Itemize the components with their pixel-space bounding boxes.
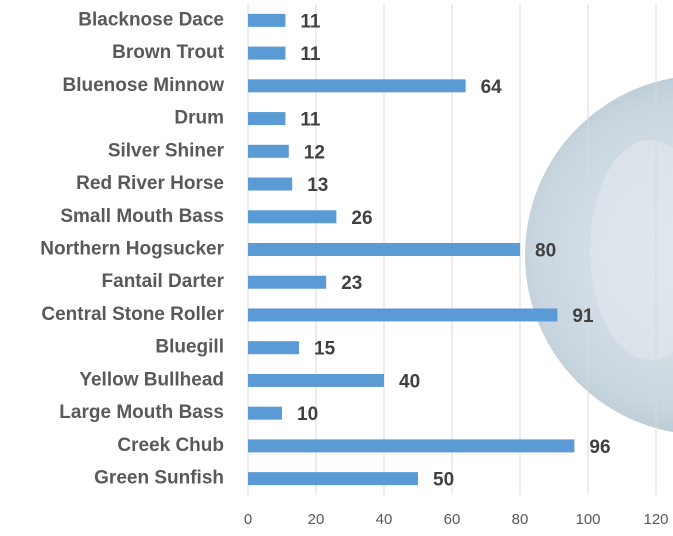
value-label: 50 [433,470,454,491]
value-label: 23 [341,273,362,294]
value-label: 11 [300,11,321,32]
x-tick-label: 120 [643,511,668,528]
y-tick-label: Northern Hogsucker [40,239,224,260]
x-tick-label: 60 [444,511,461,528]
y-tick-label: Green Sunfish [94,468,224,489]
value-label: 80 [535,241,556,262]
value-label: 26 [351,208,372,229]
y-tick-label: Drum [174,108,224,129]
y-tick-label: Fantail Darter [102,271,225,292]
value-label: 15 [314,339,336,360]
value-label: 12 [304,142,325,163]
bar [248,145,289,158]
bar [248,47,285,60]
y-tick-label: Blacknose Dace [78,9,224,30]
x-tick-label: 100 [575,511,600,528]
y-tick-label: Large Mouth Bass [59,402,224,423]
bar [248,472,418,485]
value-label: 96 [589,437,610,458]
y-tick-label: Brown Trout [112,42,225,63]
value-label: 11 [300,110,321,131]
value-label: 13 [307,175,328,196]
value-label: 64 [481,77,503,98]
y-tick-label: Yellow Bullhead [79,369,224,390]
bar [248,341,299,354]
y-tick-label: Creek Chub [117,435,224,456]
x-tick-label: 40 [376,511,393,528]
y-tick-label: Central Stone Roller [41,304,224,325]
chart: 0 20 40 60 80 100 120 Blacknose Dace 11 Brown Tro… [0,0,673,536]
value-label: 40 [399,371,420,392]
value-label: 10 [297,404,318,425]
bar [248,79,466,92]
bar [248,210,336,223]
value-label: 11 [300,44,321,65]
bar [248,243,520,256]
bar [248,14,285,27]
x-tick-label: 20 [308,511,325,528]
value-label: 91 [572,306,594,327]
y-tick-label: Bluenose Minnow [63,75,225,96]
bar [248,112,285,125]
bar [248,407,282,420]
bar [248,439,574,452]
bar [248,374,384,387]
bar [248,276,326,289]
x-tick-label: 0 [244,511,252,528]
y-tick-label: Small Mouth Bass [60,206,224,227]
x-tick-label: 80 [512,511,529,528]
y-tick-label: Bluegill [155,337,224,358]
y-tick-label: Red River Horse [76,173,224,194]
bar [248,308,557,321]
bar [248,178,292,191]
y-tick-label: Silver Shiner [108,140,225,161]
